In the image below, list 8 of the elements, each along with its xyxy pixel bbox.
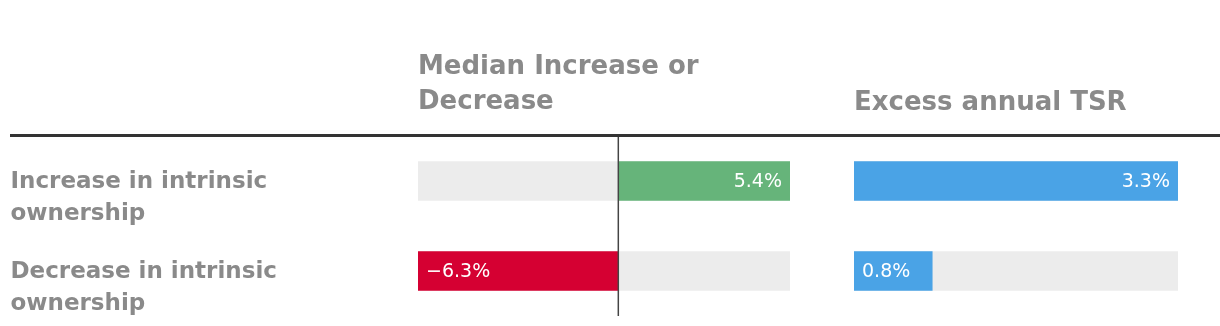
data-label: 0.8%: [862, 259, 911, 281]
chart-title: Median Increase or Decrease: [418, 50, 699, 116]
chart-title: Excess annual TSR: [854, 86, 1127, 116]
data-label: 3.3%: [1121, 169, 1170, 191]
y-tick-label: Increase in intrinsic ownership: [10, 167, 268, 225]
y-tick-label: Decrease in intrinsic ownership: [10, 257, 277, 315]
data-label: −6.3%: [426, 259, 491, 281]
data-label: 5.4%: [733, 169, 782, 191]
